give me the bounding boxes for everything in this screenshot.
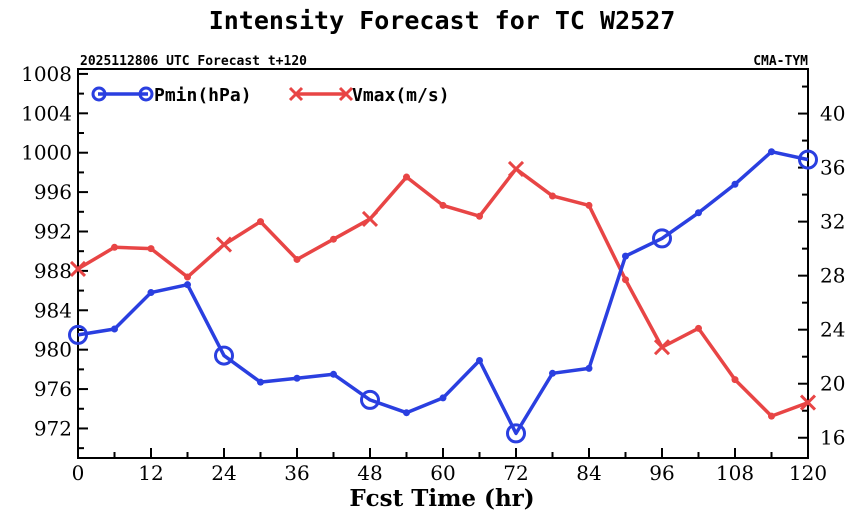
left-y-axis-ticks: 972 976 980 984 988 992 996 1000 1004 1008	[21, 62, 88, 450]
data-point-circle	[68, 324, 88, 345]
data-point-circle	[506, 423, 526, 444]
legend-pmin-marker	[91, 86, 107, 102]
right-y-axis-ticks: 16 20 24 28 32 36 40	[798, 85, 845, 450]
x-tick-label: 12	[138, 461, 163, 485]
data-point-circle	[652, 228, 672, 249]
data-point-circle	[798, 149, 818, 170]
data-point-dot	[257, 218, 264, 226]
data-point-dot	[585, 364, 593, 372]
x-axis-ticks: 0 12 24 36 48 60 72 84 96 108 120	[72, 448, 827, 485]
data-point-dot	[549, 192, 556, 200]
x-tick-label: 72	[503, 461, 528, 485]
series-vmax	[69, 160, 817, 420]
chart-title: Intensity Forecast for TC W2527	[209, 6, 676, 35]
left-y-tick-label: 1008	[21, 62, 72, 86]
right-y-tick-label: 32	[820, 210, 845, 234]
legend-pmin-marker	[138, 86, 154, 102]
data-point-dot	[184, 281, 191, 289]
data-point-dot	[695, 324, 702, 332]
legend-vmax-marker	[338, 86, 354, 102]
data-point-dot	[731, 376, 739, 384]
data-point-x	[799, 394, 817, 411]
series-pmin	[68, 148, 818, 444]
data-point-dot	[476, 212, 483, 220]
left-y-tick-label: 980	[34, 338, 72, 362]
chart-subtitle-left: 2025112806 UTC Forecast t+120	[80, 54, 307, 69]
data-point-dot	[147, 289, 155, 297]
series-line	[77, 149, 809, 436]
data-point-dot	[257, 378, 264, 386]
data-point-dot	[549, 369, 556, 377]
data-point-dot	[731, 180, 739, 188]
left-y-tick-label: 992	[34, 219, 72, 243]
data-point-dot	[695, 209, 702, 217]
left-y-tick-label: 972	[34, 416, 72, 440]
data-point-x	[653, 339, 671, 356]
data-point-dot	[111, 243, 118, 251]
data-point-dot	[184, 273, 191, 281]
data-point-dot	[439, 201, 447, 209]
left-y-tick-label: 996	[34, 180, 72, 204]
x-tick-label: 36	[284, 461, 309, 485]
right-y-tick-label: 40	[820, 102, 845, 126]
data-point-dot	[330, 370, 337, 378]
data-point-dot	[439, 394, 447, 402]
data-point-x	[361, 210, 379, 227]
data-point-circle	[360, 389, 380, 410]
data-point-dot	[293, 374, 301, 382]
x-tick-label: 48	[357, 461, 382, 485]
x-tick-label: 108	[716, 461, 754, 485]
left-y-tick-label: 976	[34, 377, 72, 401]
left-y-tick-label: 1004	[21, 101, 72, 125]
right-y-tick-label: 28	[820, 264, 845, 288]
right-y-tick-label: 24	[820, 318, 845, 342]
data-point-dot	[403, 173, 410, 181]
x-tick-label: 120	[789, 461, 827, 485]
right-y-tick-label: 36	[820, 156, 845, 180]
legend-vmax-label: Vmax(m/s)	[352, 85, 450, 106]
left-y-tick-label: 988	[34, 259, 72, 283]
left-y-tick-label: 984	[34, 298, 72, 322]
chart-subtitle-right: CMA-TYM	[753, 54, 808, 69]
data-point-dot	[476, 357, 483, 365]
data-point-x	[507, 160, 525, 178]
right-y-tick-label: 20	[820, 372, 845, 396]
data-point-dot	[403, 409, 410, 417]
left-y-tick-label: 1000	[21, 141, 72, 165]
right-y-tick-label: 16	[820, 426, 845, 450]
data-point-dot	[585, 201, 593, 209]
x-tick-label: 24	[211, 461, 236, 485]
data-point-dot	[111, 325, 118, 333]
data-point-dot	[330, 235, 337, 243]
data-point-dot	[768, 412, 775, 420]
series-layer	[68, 148, 818, 444]
data-point-dot	[622, 276, 629, 284]
legend: Pmin(hPa) Vmax(m/s)	[91, 85, 450, 106]
data-point-dot	[293, 255, 301, 263]
data-point-dot	[622, 252, 629, 260]
x-tick-label: 84	[576, 461, 601, 485]
data-point-dot	[768, 148, 775, 156]
x-tick-label: 60	[430, 461, 455, 485]
x-tick-label: 96	[649, 461, 674, 485]
data-point-x	[69, 260, 87, 277]
data-point-dot	[147, 245, 155, 253]
x-tick-label: 0	[72, 461, 85, 485]
data-point-x	[215, 236, 233, 253]
legend-vmax-marker	[288, 86, 304, 102]
legend-pmin-label: Pmin(hPa)	[154, 85, 252, 106]
x-axis-label: Fcst Time (hr)	[349, 485, 534, 512]
data-point-circle	[214, 345, 234, 366]
